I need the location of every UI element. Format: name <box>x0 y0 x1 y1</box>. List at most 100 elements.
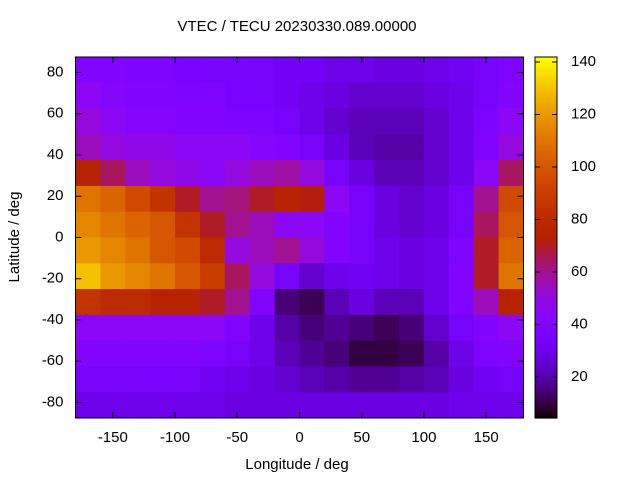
heat-cell <box>374 366 400 393</box>
heat-cell <box>299 211 325 238</box>
colorbar-swatch <box>535 273 557 278</box>
heat-cell <box>249 108 276 135</box>
heat-cell <box>125 340 151 367</box>
heat-cell <box>75 289 101 316</box>
y-tick-label: 80 <box>47 63 64 80</box>
heat-cell <box>249 237 276 264</box>
colorbar-swatch <box>535 111 557 115</box>
heat-cell <box>423 82 450 110</box>
heat-cell <box>75 134 101 161</box>
heat-cell <box>324 160 350 187</box>
colorbar-swatch <box>535 108 557 112</box>
heat-cell <box>150 134 176 161</box>
heat-cell <box>249 57 276 84</box>
heat-cell <box>100 108 126 135</box>
colorbar-swatch <box>535 135 557 139</box>
heat-cell <box>125 82 151 110</box>
x-tick-label: -50 <box>226 429 248 446</box>
heat-cell <box>399 263 425 290</box>
heat-cell <box>175 366 201 393</box>
colorbar-swatch <box>535 267 557 272</box>
heat-cell <box>249 185 276 213</box>
y-axis-label: Latitude / deg <box>6 192 23 283</box>
heat-cell <box>224 185 251 213</box>
heat-cell <box>274 160 300 187</box>
colorbar-swatch <box>535 60 557 64</box>
x-tick-label: 0 <box>295 429 303 446</box>
colorbar-swatch <box>535 204 557 209</box>
colorbar-swatch <box>535 285 557 290</box>
colorbar-swatch <box>535 183 557 187</box>
heat-cell <box>199 289 226 316</box>
colorbar-swatch <box>535 120 557 124</box>
heat-cell <box>199 160 226 187</box>
colorbar-tick-label: 120 <box>571 105 596 122</box>
heat-cell <box>150 263 176 290</box>
colorbar-swatch <box>535 240 557 245</box>
heat-cell <box>498 289 524 316</box>
heat-cell <box>100 366 126 393</box>
colorbar-swatch <box>535 255 557 260</box>
x-tick-label: 100 <box>411 429 436 446</box>
heat-cell <box>374 340 400 367</box>
colorbar-swatch <box>535 324 557 329</box>
heat-cell <box>100 185 126 213</box>
heat-cell <box>374 108 400 135</box>
colorbar-tick-label: 80 <box>571 210 588 227</box>
heat-cell <box>75 366 101 393</box>
heat-cell <box>399 160 425 187</box>
colorbar-swatch <box>535 180 557 184</box>
heat-cell <box>349 134 375 161</box>
colorbar-swatch <box>535 198 557 202</box>
heat-cell <box>448 134 475 161</box>
heat-cell <box>399 134 425 161</box>
heat-cell <box>349 237 375 264</box>
heat-cell <box>423 211 450 238</box>
heat-cell <box>423 366 450 393</box>
heat-cell <box>299 160 325 187</box>
heat-cell <box>75 108 101 135</box>
heat-cell <box>448 392 475 419</box>
colorbar-swatch <box>535 234 557 239</box>
heat-cell <box>100 134 126 161</box>
heat-cell <box>473 82 500 110</box>
colorbar-swatch <box>535 87 557 91</box>
heat-cell <box>399 366 425 393</box>
heat-cell <box>150 108 176 135</box>
heat-cell <box>75 211 101 238</box>
heat-cell <box>423 108 450 135</box>
colorbar-swatch <box>535 78 557 82</box>
heat-cell <box>448 366 475 393</box>
colorbar-swatch <box>535 177 557 181</box>
heat-cell <box>473 263 500 290</box>
y-tick-label: 60 <box>47 105 64 122</box>
heat-cell <box>150 57 176 84</box>
heat-cell <box>349 314 375 342</box>
heat-cell <box>498 314 524 342</box>
heat-cell <box>423 289 450 316</box>
colorbar-swatch <box>535 384 557 389</box>
colorbar-swatch <box>535 156 557 160</box>
heat-cell <box>100 340 126 367</box>
heat-cell <box>199 211 226 238</box>
heat-cell <box>374 160 400 187</box>
colorbar-swatch <box>535 243 557 248</box>
heat-cell <box>299 237 325 264</box>
heat-cell <box>498 108 524 135</box>
heat-cell <box>125 211 151 238</box>
colorbar-swatch <box>535 195 557 199</box>
heat-cell <box>274 314 300 342</box>
heat-cell <box>199 237 226 264</box>
colorbar-swatch <box>535 117 557 121</box>
heat-cell <box>125 263 151 290</box>
heat-cell <box>175 57 201 84</box>
colorbar-swatch <box>535 378 557 383</box>
heat-cell <box>125 237 151 264</box>
heat-cell <box>274 263 300 290</box>
heat-cell <box>175 340 201 367</box>
colorbar-swatch <box>535 129 557 133</box>
heat-cell <box>150 185 176 213</box>
heat-cell <box>199 185 226 213</box>
colorbar-swatch <box>535 99 557 103</box>
